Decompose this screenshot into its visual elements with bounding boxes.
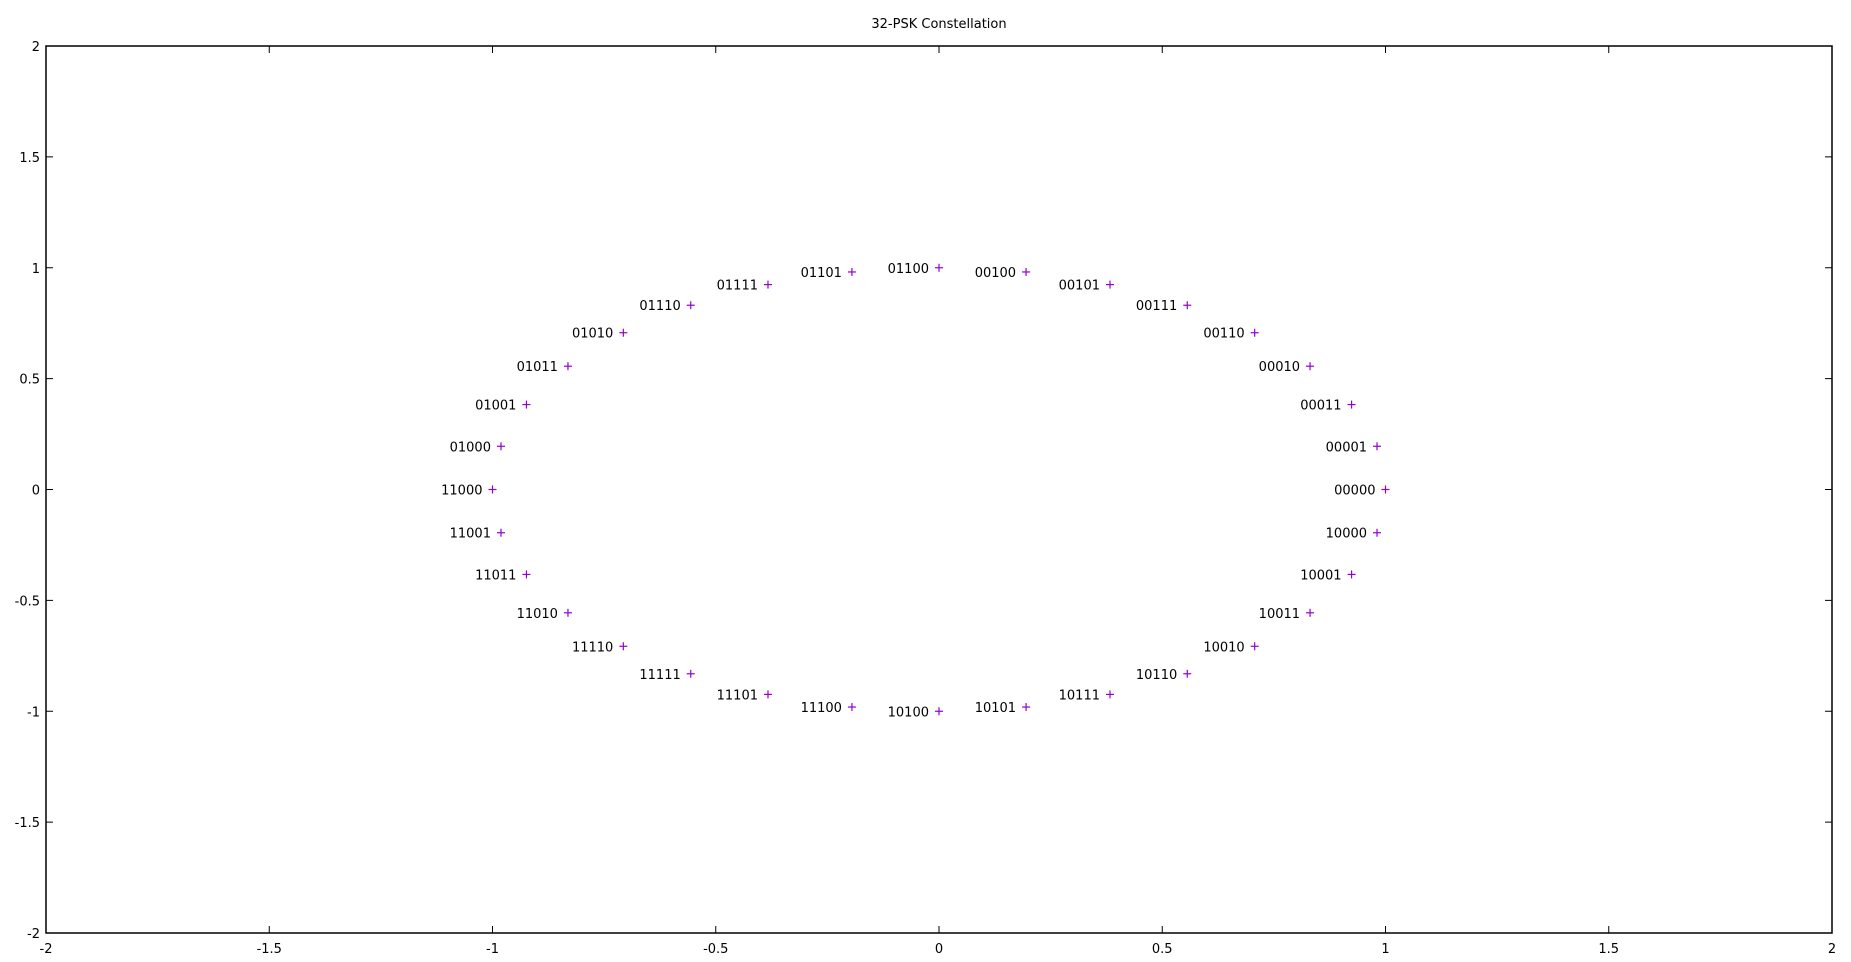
point-label: 10000: [1326, 527, 1367, 542]
point-label: 11111: [639, 668, 680, 683]
point-label: 10111: [1059, 688, 1100, 703]
x-tick-label: -1.5: [257, 942, 282, 957]
y-tick-label: 0: [32, 484, 40, 499]
constellation-point: 00011: [1300, 399, 1356, 414]
point-label: 01001: [475, 399, 516, 414]
constellation-point: 01011: [517, 360, 572, 375]
x-tick-label: -2: [40, 942, 53, 957]
constellation-point: 11100: [801, 701, 856, 716]
constellation-point: 01000: [450, 440, 505, 455]
constellation-point: 01001: [475, 399, 531, 414]
constellation-point: 10001: [1300, 568, 1356, 583]
constellation-point: 01110: [639, 299, 695, 314]
point-label: 01000: [450, 440, 491, 455]
point-label: 01110: [639, 299, 680, 314]
point-label: 11001: [450, 527, 491, 542]
constellation-point: 11010: [517, 607, 572, 622]
point-label: 00011: [1300, 399, 1341, 414]
constellation-point: 01101: [801, 266, 856, 281]
y-tick-label: 2: [32, 40, 40, 55]
point-label: 00100: [975, 266, 1016, 281]
point-label: 00110: [1203, 327, 1244, 342]
x-tick-label: -0.5: [703, 942, 728, 957]
constellation-point: 10100: [888, 705, 943, 720]
x-axis: -2 -1.5 -1 -0.5 0 0.5 1 1.5 2: [40, 46, 1836, 957]
point-label: 10011: [1259, 607, 1300, 622]
x-tick-label: 0: [935, 942, 943, 957]
y-tick-label: -2: [27, 927, 40, 942]
constellation-point: 10110: [1136, 668, 1192, 683]
y-tick-label: 1: [32, 262, 40, 277]
constellation-point: 10000: [1326, 527, 1382, 542]
point-label: 01100: [888, 262, 929, 277]
constellation-point: 10011: [1259, 607, 1315, 622]
constellation-point: 11001: [450, 527, 505, 542]
point-label: 11101: [717, 688, 758, 703]
x-tick-label: 1.5: [1598, 942, 1619, 957]
chart-title: 32-PSK Constellation: [871, 17, 1006, 32]
point-label: 11011: [475, 568, 516, 583]
point-label: 10100: [888, 705, 929, 720]
constellation-point: 11000: [441, 484, 497, 499]
constellation-point: 11011: [475, 568, 531, 583]
constellation-point: 10010: [1203, 640, 1259, 655]
y-tick-label: -0.5: [15, 594, 40, 609]
constellation-point: 10111: [1059, 688, 1115, 703]
constellation-point: 01010: [572, 327, 628, 342]
y-tick-label: 0.5: [19, 373, 40, 388]
point-label: 00001: [1326, 440, 1367, 455]
point-label: 00010: [1259, 360, 1300, 375]
point-label: 10110: [1136, 668, 1177, 683]
point-label: 01011: [517, 360, 558, 375]
x-tick-label: 0.5: [1152, 942, 1173, 957]
constellation-point: 00111: [1136, 299, 1192, 314]
constellation-point: 10101: [975, 701, 1031, 716]
point-label: 10101: [975, 701, 1016, 716]
constellation-point: 00101: [1059, 279, 1115, 294]
point-label: 01010: [572, 327, 613, 342]
point-label: 00101: [1059, 279, 1100, 294]
point-label: 01111: [717, 279, 758, 294]
x-tick-label: -1: [486, 942, 499, 957]
plot-border: [45, 45, 1833, 934]
x-tick-label: 2: [1828, 942, 1836, 957]
constellation-point: 11111: [639, 668, 695, 683]
constellation-point: 11101: [717, 688, 772, 703]
y-tick-label: -1: [27, 705, 40, 720]
point-label: 01101: [801, 266, 842, 281]
x-tick-label: 1: [1381, 942, 1389, 957]
constellation-point: 01111: [717, 279, 772, 294]
constellation-point: 01100: [888, 262, 943, 277]
point-label: 11110: [572, 640, 613, 655]
point-label: 11010: [517, 607, 558, 622]
point-label: 11000: [441, 484, 482, 499]
data-points: 00000 00001 00011 00010 00110 00111 00101 00100…: [441, 262, 1390, 720]
constellation-point: 11110: [572, 640, 628, 655]
y-axis: 2 1.5 1 0.5 0 -0.5 -1 -1.5 -2: [15, 40, 1832, 942]
constellation-point: 00110: [1203, 327, 1259, 342]
point-label: 00111: [1136, 299, 1177, 314]
constellation-point: 00010: [1259, 360, 1315, 375]
y-tick-label: -1.5: [15, 816, 40, 831]
point-label: 10010: [1203, 640, 1244, 655]
constellation-point: 00100: [975, 266, 1031, 281]
point-label: 11100: [801, 701, 842, 716]
constellation-point: 00001: [1326, 440, 1382, 455]
y-tick-label: 1.5: [19, 151, 40, 166]
constellation-point: 00000: [1334, 484, 1390, 499]
point-label: 10001: [1300, 568, 1341, 583]
point-label: 00000: [1334, 484, 1375, 499]
